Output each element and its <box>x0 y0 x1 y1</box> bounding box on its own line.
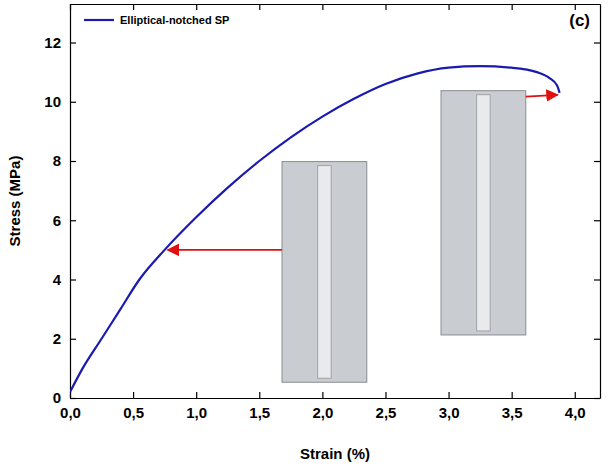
tick <box>512 4 513 10</box>
tick-label: 0 <box>53 389 61 406</box>
tick-label: 0,5 <box>123 404 144 421</box>
tick-mark <box>259 4 260 10</box>
tick-label: 8 <box>53 152 61 169</box>
tick <box>594 339 600 340</box>
tick: 12 <box>44 34 76 51</box>
tick-mark <box>385 4 386 10</box>
tick: 2,0 <box>312 392 333 421</box>
tick-mark <box>70 339 76 340</box>
tick <box>594 161 600 162</box>
tick <box>594 43 600 44</box>
tick-mark <box>322 392 323 398</box>
x-axis-line <box>71 398 601 399</box>
tick <box>322 4 323 10</box>
tick-label: 12 <box>44 34 61 51</box>
tick <box>594 102 600 103</box>
y-axis-right-line <box>600 5 601 399</box>
tick-mark <box>70 220 76 221</box>
x-axis: 0,0 0,5 1,0 1,5 2,0 2,5 3,0 3,5 4,0 <box>60 392 600 421</box>
tick-mark <box>70 102 76 103</box>
arrow <box>526 95 558 97</box>
tick-mark <box>70 398 76 399</box>
photo-specimen <box>477 95 491 331</box>
tick-mark <box>594 339 600 340</box>
tick-label: 1,5 <box>249 404 270 421</box>
tick <box>594 280 600 281</box>
tick: 4,0 <box>565 392 586 421</box>
tick: 0,5 <box>123 392 144 421</box>
panel-label: (c) <box>569 11 590 30</box>
tick-label: 1,0 <box>186 404 207 421</box>
x-axis-title: Strain (%) <box>300 445 370 462</box>
tick <box>259 4 260 10</box>
legend: Elliptical-notched SP <box>84 14 229 26</box>
stress-strain-line <box>70 66 560 392</box>
x-axis-top-line <box>71 4 601 5</box>
data-layer <box>70 66 560 392</box>
tick-mark <box>575 392 576 398</box>
arrow <box>168 249 282 251</box>
tick-mark <box>70 161 76 162</box>
tick-mark <box>70 42 76 43</box>
tick: 3,0 <box>439 392 460 421</box>
legend-label: Elliptical-notched SP <box>120 14 229 26</box>
tick <box>449 4 450 10</box>
tick: 2 <box>53 330 76 347</box>
tick: 0 <box>53 389 76 406</box>
photo-specimen <box>318 166 332 379</box>
tick: 8 <box>53 152 76 169</box>
tick-label: 10 <box>44 93 61 110</box>
tick-mark <box>594 220 600 221</box>
tick-mark <box>594 102 600 103</box>
photo-inset <box>282 162 367 383</box>
tick: 3,5 <box>502 392 523 421</box>
tick: 1,5 <box>249 392 270 421</box>
tick-mark <box>512 392 513 398</box>
tick-label: 3,5 <box>502 404 523 421</box>
tick-mark <box>196 392 197 398</box>
tick-label: 4,0 <box>565 404 586 421</box>
tick <box>594 220 600 221</box>
x-axis-top <box>71 4 601 10</box>
legend-swatch <box>84 19 114 21</box>
y-axis-right <box>594 5 601 399</box>
y-axis-title: Stress (MPa) <box>6 156 23 247</box>
tick: 1,0 <box>186 392 207 421</box>
tick-label: 3,0 <box>439 404 460 421</box>
tick-label: 2 <box>53 330 61 347</box>
tick <box>196 4 197 10</box>
tick-mark <box>196 4 197 10</box>
tick: 4 <box>53 271 76 288</box>
tick-mark <box>133 392 134 398</box>
tick-label: 2,5 <box>376 404 397 421</box>
tick: 10 <box>44 93 76 110</box>
tick-mark <box>594 42 600 43</box>
tick-label: 2,0 <box>312 404 333 421</box>
tick <box>594 398 600 399</box>
tick-label: 0,0 <box>60 404 81 421</box>
photo-inset <box>441 91 526 335</box>
tick-mark <box>594 398 600 399</box>
chart: 0,0 0,5 1,0 1,5 2,0 2,5 3,0 3,5 4,0 0 2 4 6 8 10 12 Elli… <box>0 0 608 471</box>
tick-mark <box>594 161 600 162</box>
tick-mark <box>259 392 260 398</box>
plot-area: 0,0 0,5 1,0 1,5 2,0 2,5 3,0 3,5 4,0 0 2 4 6 8 10 12 Elli… <box>44 4 600 421</box>
tick: 6 <box>53 212 76 229</box>
tick <box>385 4 386 10</box>
tick-mark <box>575 4 576 10</box>
tick <box>575 4 576 10</box>
y-axis: 0 2 4 6 8 10 12 <box>44 5 76 407</box>
tick-mark <box>594 279 600 280</box>
tick-mark <box>448 4 449 10</box>
tick-label: 4 <box>53 271 62 288</box>
tick-mark <box>385 392 386 398</box>
tick-mark <box>322 4 323 10</box>
tick-label: 6 <box>53 212 61 229</box>
tick-mark <box>70 279 76 280</box>
tick: 2,5 <box>376 392 397 421</box>
tick <box>133 4 134 10</box>
tick-mark <box>133 4 134 10</box>
tick-mark <box>512 4 513 10</box>
tick-mark <box>448 392 449 398</box>
